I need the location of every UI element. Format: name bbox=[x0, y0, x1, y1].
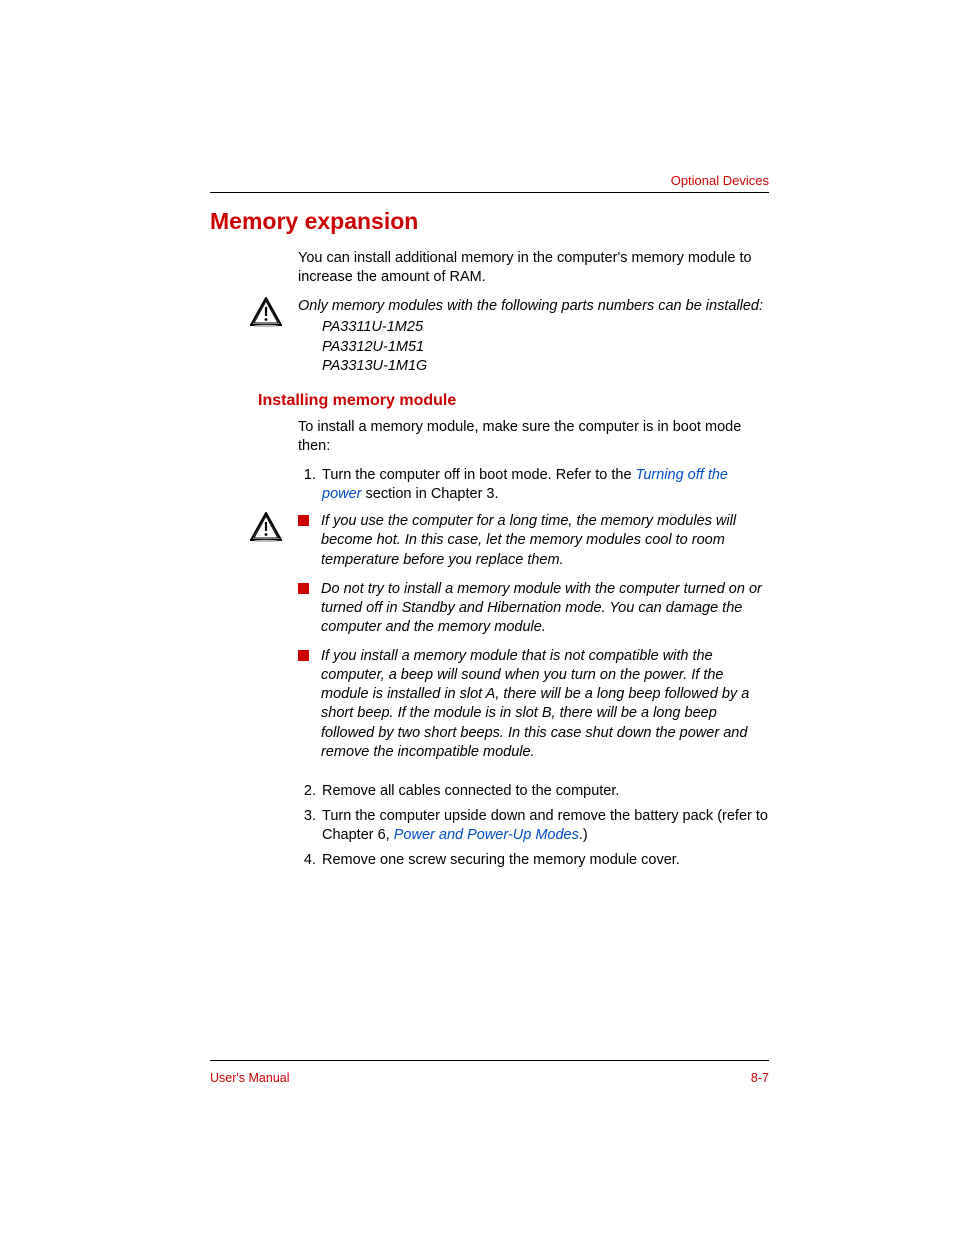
warning-text: If you install a memory module that is n… bbox=[321, 647, 769, 762]
warning-text: Do not try to install a memory module wi… bbox=[321, 580, 769, 637]
step-item: Remove all cables connected to the compu… bbox=[320, 782, 769, 801]
parts-note: Only memory modules with the following p… bbox=[210, 297, 769, 376]
part-number: PA3311U-1M25 bbox=[322, 318, 769, 337]
parts-note-body: Only memory modules with the following p… bbox=[298, 297, 769, 376]
page-footer: User's Manual 8-7 bbox=[210, 1060, 769, 1085]
step-list-bottom: Remove all cables connected to the compu… bbox=[298, 782, 769, 871]
header-section-label: Optional Devices bbox=[671, 173, 769, 188]
caution-icon bbox=[250, 297, 282, 327]
footer-page-number: 8-7 bbox=[751, 1071, 769, 1085]
part-number: PA3313U-1M1G bbox=[322, 357, 769, 376]
warning-item: Do not try to install a memory module wi… bbox=[298, 580, 769, 637]
warning-item: If you use the computer for a long time,… bbox=[298, 512, 769, 569]
footer-left: User's Manual bbox=[210, 1071, 290, 1085]
warnings-block: If you use the computer for a long time,… bbox=[210, 512, 769, 772]
warning-item: If you install a memory module that is n… bbox=[298, 647, 769, 762]
step-item: Turn the computer upside down and remove… bbox=[320, 807, 769, 845]
warnings-list: If you use the computer for a long time,… bbox=[298, 512, 769, 772]
step-item: Turn the computer off in boot mode. Refe… bbox=[320, 466, 769, 504]
step-item: Remove one screw securing the memory mod… bbox=[320, 851, 769, 870]
install-intro: To install a memory module, make sure th… bbox=[298, 418, 769, 456]
step-text: .) bbox=[579, 827, 588, 843]
link-power-modes[interactable]: Power and Power-Up Modes bbox=[394, 827, 579, 843]
square-bullet-icon bbox=[298, 515, 309, 526]
heading-2: Installing memory module bbox=[258, 392, 769, 410]
step-text: Turn the computer off in boot mode. Refe… bbox=[322, 467, 636, 483]
parts-note-lead: Only memory modules with the following p… bbox=[298, 297, 769, 316]
step-list-top: Turn the computer off in boot mode. Refe… bbox=[298, 466, 769, 504]
part-number: PA3312U-1M51 bbox=[322, 338, 769, 357]
caution-icon bbox=[250, 512, 282, 542]
step-text: section in Chapter 3. bbox=[362, 486, 499, 502]
footer-rule bbox=[210, 1060, 769, 1061]
content-area: Memory expansion You can install additio… bbox=[210, 208, 769, 878]
warning-text: If you use the computer for a long time,… bbox=[321, 512, 769, 569]
heading-1: Memory expansion bbox=[210, 208, 769, 235]
page: Optional Devices Memory expansion You ca… bbox=[0, 0, 954, 1235]
header-rule bbox=[210, 192, 769, 193]
intro-paragraph: You can install additional memory in the… bbox=[298, 249, 769, 287]
square-bullet-icon bbox=[298, 650, 309, 661]
square-bullet-icon bbox=[298, 583, 309, 594]
